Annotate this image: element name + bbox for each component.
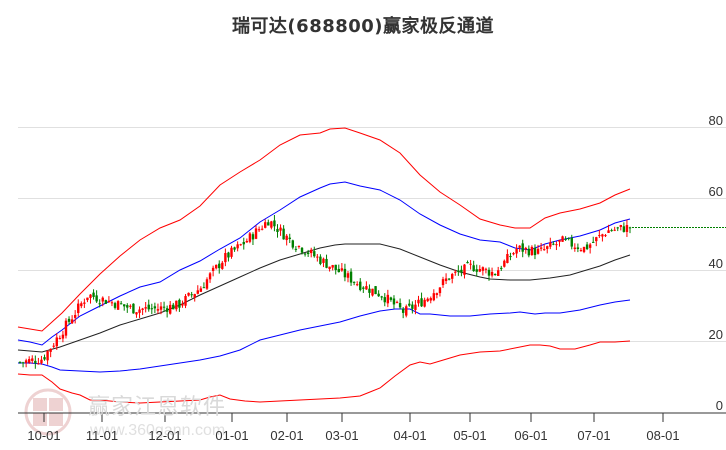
- x-tick-04-01: 04-01: [393, 428, 427, 443]
- x-tick-08-01: 08-01: [646, 428, 680, 443]
- y-tick-40: 40: [708, 256, 723, 271]
- chart-title: 瑞可达(688800)赢家极反通道: [231, 16, 495, 37]
- y-tick-20: 20: [708, 327, 723, 342]
- candlesticks: [18, 215, 632, 369]
- x-tick-10-01: 10-01: [27, 428, 61, 443]
- outer-upper-band: [17, 127, 631, 332]
- x-tick-02-01: 02-01: [270, 428, 304, 443]
- x-tick-01-01: 01-01: [215, 428, 249, 443]
- x-tick-12-01: 12-01: [148, 428, 182, 443]
- y-tick-0: 0: [715, 398, 723, 413]
- outer-lower-band: [17, 340, 631, 404]
- x-tick-11-01: 11-01: [85, 428, 119, 443]
- watermark-url: www.360gann.com: [90, 422, 226, 439]
- x-tick-07-01: 07-01: [577, 428, 611, 443]
- x-tick-05-01: 05-01: [453, 428, 487, 443]
- x-tick-03-01: 03-01: [325, 428, 359, 443]
- y-tick-60: 60: [708, 184, 723, 199]
- inner-lower-band: [18, 299, 631, 373]
- x-axis-ticks: [43, 413, 664, 422]
- y-tick-80: 80: [708, 113, 723, 128]
- x-tick-06-01: 06-01: [514, 428, 548, 443]
- watermark-brand: 赢家江恩软件: [88, 395, 227, 420]
- middle-line: [17, 243, 631, 353]
- inner-upper-band: [17, 181, 631, 346]
